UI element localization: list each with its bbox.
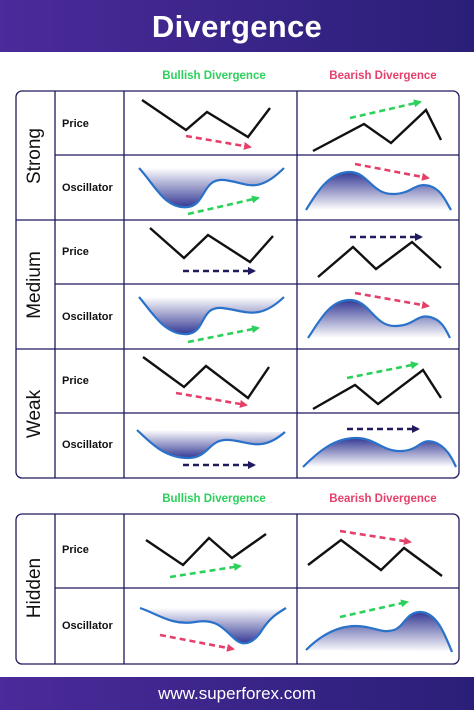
row-label-oscillator-strong: Oscillator [62, 182, 113, 194]
row-label-price-weak: Price [62, 375, 89, 387]
footer-banner: www.superforex.com [0, 677, 474, 710]
medium-bearish-oscillator [307, 291, 451, 339]
column-header-bullish-hidden: Bullish Divergence [162, 493, 266, 505]
weak-bullish-price [142, 356, 270, 408]
main-table-frame [15, 90, 460, 479]
strong-bearish-price [312, 99, 443, 153]
section-label-medium: Medium [24, 251, 45, 319]
section-label-weak: Weak [24, 389, 45, 439]
column-header-bullish: Bullish Divergence [162, 70, 266, 82]
medium-bearish-price [317, 233, 442, 278]
row-label-oscillator-hidden: Oscillator [62, 620, 113, 632]
footer-url-link[interactable]: www.superforex.com [158, 684, 316, 703]
section-label-strong: Strong [24, 128, 45, 184]
weak-bearish-price [312, 361, 443, 411]
row-label-oscillator-medium: Oscillator [62, 311, 113, 323]
row-label-price-strong: Price [62, 118, 89, 130]
hidden-bearish-oscillator [305, 599, 454, 653]
column-header-bearish: Bearish Divergence [329, 70, 437, 82]
section-label-hidden: Hidden [24, 557, 45, 619]
row-label-oscillator-weak: Oscillator [62, 439, 113, 451]
strong-bullish-price [141, 99, 271, 150]
hidden-bullish-oscillator [139, 606, 287, 652]
medium-bullish-oscillator [138, 296, 285, 344]
hidden-table-frame [15, 513, 460, 665]
hidden-bullish-price [145, 533, 267, 579]
column-header-bearish-hidden: Bearish Divergence [329, 493, 437, 505]
row-label-price-hidden: Price [62, 544, 89, 556]
strong-bullish-oscillator [138, 167, 285, 216]
medium-bullish-price [149, 227, 274, 275]
weak-bearish-oscillator [302, 425, 458, 468]
page-title: Divergence [151, 9, 323, 44]
hidden-bearish-price [307, 529, 443, 577]
row-label-price-medium: Price [62, 246, 89, 258]
weak-bullish-oscillator [136, 429, 286, 469]
header-banner: Divergence [0, 0, 474, 52]
strong-bearish-oscillator [305, 162, 452, 211]
